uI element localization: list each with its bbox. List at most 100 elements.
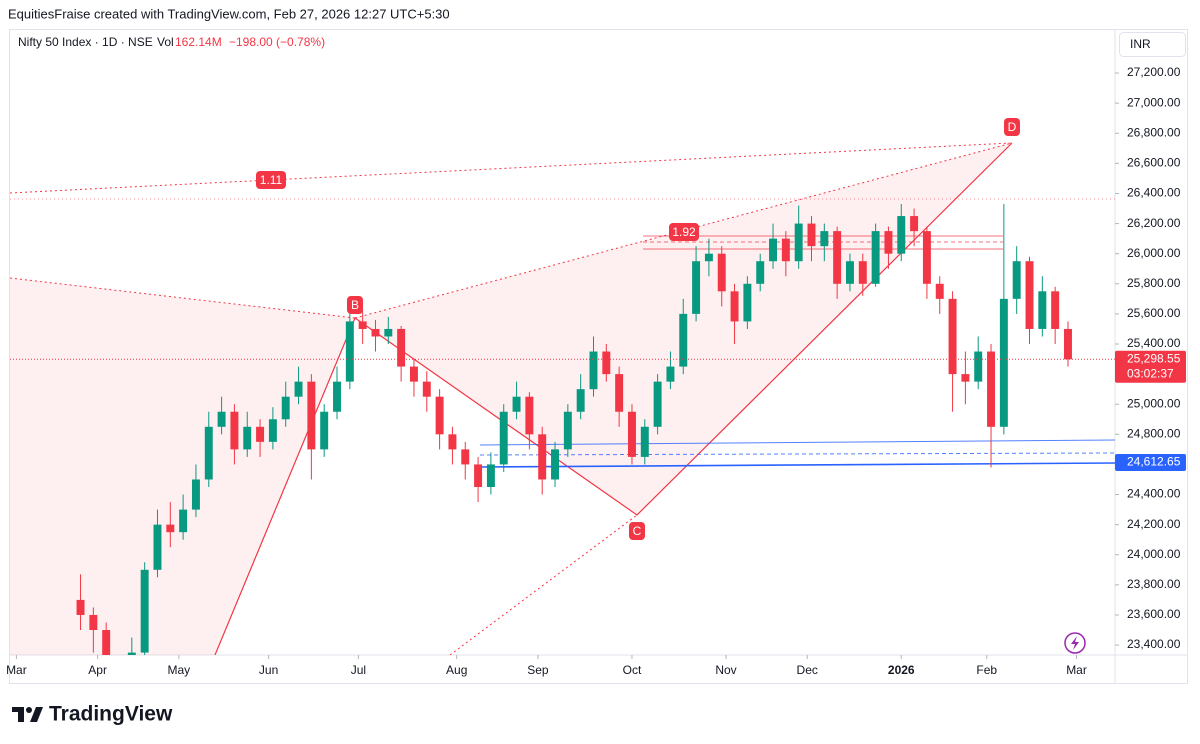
- candle-body: [512, 396, 521, 412]
- drawing-label-box: [347, 296, 363, 314]
- brand-logo: [12, 707, 43, 722]
- candle-body: [268, 419, 277, 442]
- candle-body: [243, 426, 252, 450]
- candle-body: [1051, 291, 1060, 329]
- candle-body: [371, 328, 380, 337]
- candle-body: [384, 328, 393, 337]
- y-tick-label: 24,800.00: [1127, 426, 1181, 440]
- x-tick-label: Dec: [797, 663, 818, 677]
- candle-body: [204, 426, 213, 480]
- candle-body: [769, 238, 778, 262]
- candle-body: [679, 313, 688, 367]
- drawing-label: 1.11: [260, 173, 283, 187]
- x-tick-label: Mar: [1066, 663, 1087, 677]
- candle-body: [897, 216, 906, 254]
- y-tick-label: 25,600.00: [1127, 306, 1181, 320]
- x-tick-label: Mar: [6, 663, 27, 677]
- candle-body: [435, 396, 444, 435]
- price-tag: [1115, 454, 1186, 472]
- y-tick-label: 25,400.00: [1127, 336, 1181, 350]
- y-tick-label: 24,400.00: [1127, 487, 1181, 501]
- y-tick-label: 26,000.00: [1127, 246, 1181, 260]
- brand-name: TradingView: [49, 703, 173, 726]
- y-tick-label: 27,200.00: [1127, 65, 1181, 79]
- y-tick-label: 26,200.00: [1127, 216, 1181, 230]
- drawing-label: C: [633, 524, 642, 538]
- candle-body: [948, 298, 957, 375]
- candle-body: [525, 396, 534, 435]
- candle-body: [294, 381, 303, 397]
- drawing-label-box: [629, 522, 645, 540]
- pattern-line: [214, 142, 1013, 655]
- candle-body: [281, 396, 290, 420]
- price-tag-label: 24,612.65: [1127, 455, 1181, 469]
- candle-body: [858, 261, 867, 284]
- y-tick-label: 23,600.00: [1127, 607, 1181, 621]
- candle-body: [409, 366, 418, 382]
- candle-body: [820, 231, 829, 247]
- candle-body: [397, 328, 406, 367]
- candle-body: [307, 381, 316, 450]
- candle-body: [1025, 261, 1034, 329]
- candle-body: [166, 524, 175, 533]
- candle-body: [589, 351, 598, 390]
- y-tick-label: 25,000.00: [1127, 396, 1181, 410]
- candle-body: [602, 351, 611, 375]
- x-tick-label: Feb: [976, 663, 997, 677]
- candle-body: [615, 374, 624, 412]
- support-line: [479, 452, 1115, 456]
- price-tag: [1115, 350, 1186, 383]
- currency-button[interactable]: [1119, 32, 1186, 57]
- candle-body: [1038, 291, 1047, 329]
- candle-body: [102, 630, 111, 655]
- x-tick-label: Jul: [351, 663, 366, 677]
- candle-body: [922, 231, 931, 284]
- candle-body: [987, 351, 996, 427]
- candle-body: [551, 449, 559, 480]
- y-tick-label: 23,400.00: [1127, 637, 1181, 651]
- price-tag-label: 25,298.55: [1127, 351, 1181, 365]
- alert-icon[interactable]: [1064, 632, 1086, 654]
- candle-body: [961, 374, 970, 382]
- drawing-label: 1.92: [672, 225, 696, 239]
- candle-body: [704, 253, 713, 262]
- legend-symbol: Nifty 50 Index · 1D · NSE: [18, 35, 153, 49]
- drawing-labels: B C D 1.11 1.92: [256, 118, 1020, 540]
- candle-body: [499, 411, 508, 465]
- candle-body: [653, 381, 662, 427]
- x-tick-label: Oct: [623, 663, 642, 677]
- candle-body: [358, 321, 367, 329]
- drawing-label-box: [256, 171, 286, 189]
- candle-body: [127, 652, 136, 655]
- pattern-fill: [10, 278, 355, 655]
- candle-body: [230, 411, 239, 450]
- currency[interactable]: INR: [1130, 37, 1151, 51]
- legend-vol-label: Vol: [157, 35, 174, 49]
- x-tick-label: Jun: [259, 663, 278, 677]
- candle-body: [140, 569, 149, 653]
- candle-body: [640, 426, 649, 457]
- y-tick-label: 23,800.00: [1127, 577, 1181, 591]
- candle-body: [807, 223, 816, 247]
- candle-body: [320, 411, 329, 450]
- y-tick-label: 26,400.00: [1127, 186, 1181, 200]
- candle-body: [1012, 261, 1021, 299]
- candle-body: [871, 231, 880, 284]
- pattern-line: [10, 142, 1013, 194]
- y-tick-label: 26,600.00: [1127, 156, 1181, 170]
- candle-body: [538, 434, 547, 480]
- support-line: [479, 462, 1115, 468]
- price-tag-countdown: 03:02:37: [1127, 366, 1174, 380]
- frame: [9, 29, 1188, 684]
- legend-change: −198.00 (−0.78%): [229, 35, 325, 49]
- x-tick-label: 2026: [888, 663, 915, 677]
- candle-body: [717, 253, 726, 292]
- candle-body: [743, 283, 752, 322]
- alert-icon-bolt: [1071, 636, 1079, 650]
- candle-body: [910, 216, 919, 232]
- y-tick-label: 27,000.00: [1127, 95, 1181, 109]
- candle-body: [692, 261, 701, 314]
- candle-body: [422, 381, 431, 397]
- x-tick-label: Apr: [88, 663, 107, 677]
